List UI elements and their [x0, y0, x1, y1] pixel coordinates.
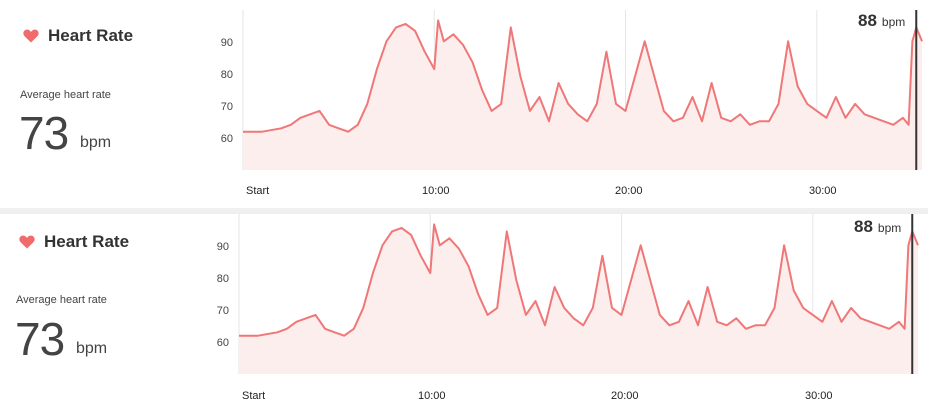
card-title: Heart Rate — [44, 232, 130, 251]
current-heart-rate-unit: bpm — [877, 221, 902, 235]
heart-rate-chart-top — [242, 10, 923, 171]
average-heart-rate-label: Average heart rate — [20, 89, 111, 101]
heart-rate-area — [243, 20, 922, 171]
card-title-row: Heart Rate — [19, 232, 129, 252]
heart-icon — [23, 29, 39, 43]
current-heart-rate: 88 bpm — [858, 11, 905, 31]
y-tick-label: 80 — [216, 273, 229, 285]
x-tick-label: 30:00 — [805, 390, 833, 402]
x-axis-strip-top: Start 10:00 20:00 30:00 — [0, 172, 928, 208]
current-heart-rate: 88 bpm — [854, 217, 901, 237]
x-axis-strip-bottom: Start 10:00 20:00 30:00 — [0, 377, 928, 418]
heart-rate-card-top: Heart Rate Average heart rate 73 bpm 88 … — [0, 0, 928, 172]
x-tick-label: Start — [242, 390, 266, 402]
y-tick-label: 60 — [216, 337, 229, 349]
current-heart-rate-unit: bpm — [881, 15, 906, 29]
x-tick-label: 10:00 — [418, 390, 446, 402]
x-tick-label: Start — [246, 185, 270, 197]
y-tick-label: 90 — [220, 37, 233, 49]
current-heart-rate-value: 88 — [858, 11, 877, 30]
heart-rate-card-bottom: Heart Rate Average heart rate 73 bpm 88 … — [0, 214, 928, 377]
x-tick-label: 30:00 — [809, 185, 837, 197]
card-title: Heart Rate — [48, 26, 134, 45]
heart-rate-line — [239, 223, 919, 337]
heart-rate-chart-bottom — [238, 214, 919, 374]
current-heart-rate-value: 88 — [854, 217, 873, 236]
heart-icon — [19, 235, 35, 249]
average-heart-rate-value: 73 — [19, 107, 69, 159]
y-tick-label: 60 — [220, 133, 233, 145]
average-heart-rate-unit: bpm — [80, 134, 112, 151]
average-heart-rate-label: Average heart rate — [16, 294, 107, 306]
y-tick-label: 90 — [216, 241, 229, 253]
x-tick-label: 20:00 — [611, 390, 639, 402]
average-heart-rate-unit: bpm — [76, 340, 108, 357]
x-tick-label: 10:00 — [422, 185, 450, 197]
average-heart-rate-value: 73 — [15, 313, 65, 365]
card-title-row: Heart Rate — [23, 26, 133, 46]
heart-rate-line — [243, 19, 923, 133]
y-tick-label: 80 — [220, 69, 233, 81]
y-tick-label: 70 — [216, 305, 229, 317]
y-tick-label: 70 — [220, 101, 233, 113]
x-tick-label: 20:00 — [615, 185, 643, 197]
heart-rate-area — [239, 224, 918, 374]
